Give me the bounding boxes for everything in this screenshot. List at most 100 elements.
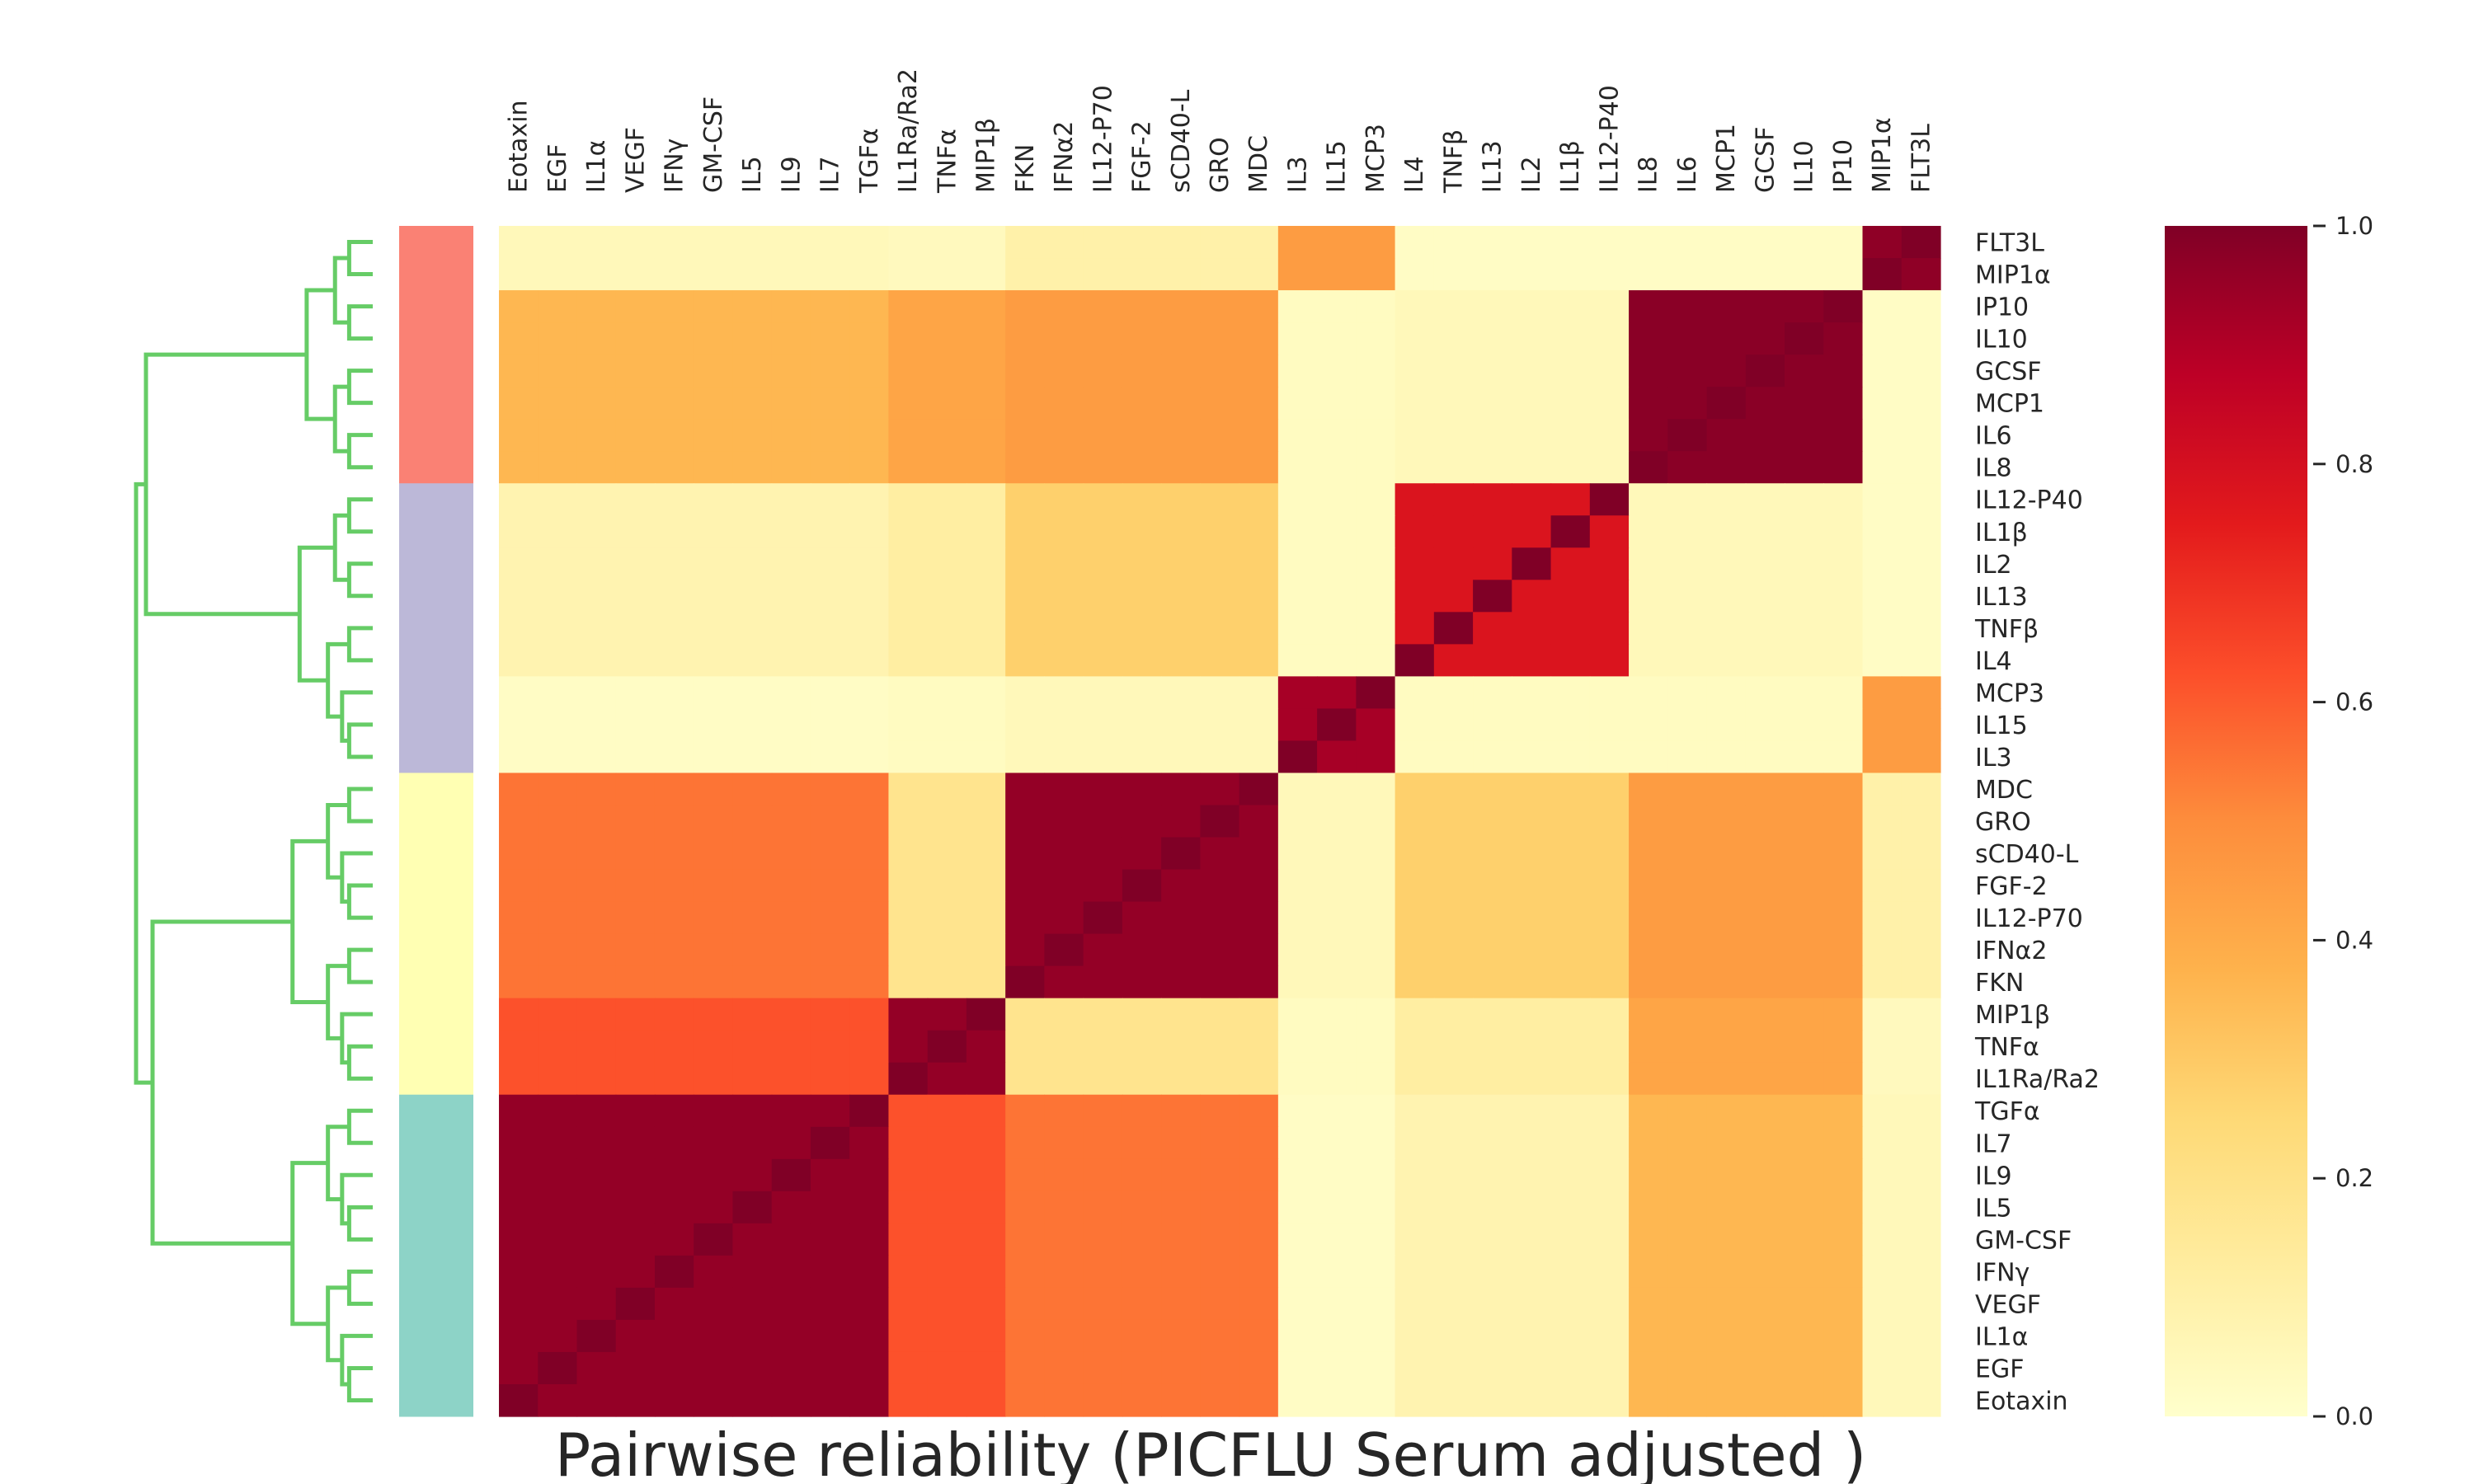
- column-label: IP10: [1829, 139, 1858, 193]
- heatmap-cell: [1473, 676, 1512, 710]
- heatmap-cell: [1395, 258, 1435, 291]
- heatmap-cell: [1823, 1062, 1864, 1096]
- heatmap-cell: [771, 1319, 811, 1353]
- heatmap-cell: [654, 322, 694, 355]
- heatmap-cell: [927, 1062, 967, 1096]
- heatmap-cell: [1901, 258, 1941, 291]
- heatmap-cell: [538, 933, 578, 967]
- heatmap-cell: [1823, 1287, 1864, 1321]
- heatmap-cell: [1550, 998, 1591, 1031]
- heatmap-cell: [1706, 451, 1747, 484]
- column-label: IL1β: [1556, 140, 1585, 193]
- column-label: IL2: [1517, 156, 1546, 193]
- heatmap-cell: [888, 1158, 929, 1192]
- heatmap-cell: [1550, 258, 1591, 291]
- heatmap-cell: [1706, 290, 1747, 323]
- heatmap-cell: [1589, 387, 1630, 420]
- heatmap-cell: [1317, 740, 1357, 774]
- cluster-segment: [399, 1094, 473, 1417]
- heatmap-cell: [1706, 1126, 1747, 1160]
- heatmap-cell: [1356, 1287, 1396, 1321]
- heatmap-cell: [1823, 322, 1864, 355]
- heatmap-cell: [694, 1190, 734, 1224]
- heatmap-cell: [810, 773, 850, 806]
- heatmap-cell: [1005, 1351, 1045, 1385]
- heatmap-cell: [1044, 965, 1084, 999]
- heatmap-cell: [1785, 1062, 1824, 1096]
- heatmap-cell: [1473, 805, 1512, 838]
- heatmap-cell: [499, 1351, 539, 1385]
- heatmap-cell: [1239, 1351, 1279, 1385]
- heatmap-cell: [1239, 387, 1279, 420]
- heatmap-cell: [1005, 580, 1045, 613]
- dendrogram-link: [326, 1125, 350, 1202]
- heatmap-cell: [966, 1094, 1006, 1128]
- heatmap-cell: [1277, 644, 1318, 677]
- heatmap-cell: [615, 547, 656, 580]
- heatmap-cell: [1589, 580, 1630, 613]
- heatmap-cell: [966, 290, 1006, 323]
- heatmap-cell: [1161, 226, 1201, 259]
- heatmap-cell: [1745, 869, 1785, 903]
- heatmap-cell: [1433, 805, 1474, 838]
- heatmap-cell: [966, 676, 1006, 710]
- heatmap-cell: [1901, 451, 1941, 484]
- dendrogram-link: [346, 304, 373, 341]
- heatmap-cell: [1239, 547, 1279, 580]
- heatmap-cell: [1629, 837, 1668, 871]
- heatmap-cell: [1512, 387, 1552, 420]
- heatmap-cell: [1629, 998, 1668, 1031]
- heatmap-cell: [1356, 451, 1396, 484]
- heatmap-cell: [1200, 869, 1240, 903]
- heatmap-cell: [694, 708, 734, 742]
- heatmap-cell: [1317, 1062, 1357, 1096]
- heatmap-cell: [810, 1223, 850, 1256]
- heatmap-cell: [1512, 419, 1552, 452]
- heatmap-cell: [1122, 869, 1162, 903]
- heatmap-cell: [1473, 387, 1512, 420]
- heatmap-cell: [576, 740, 617, 774]
- heatmap-cell: [1044, 933, 1084, 967]
- heatmap-cell: [927, 1126, 967, 1160]
- heatmap-cell: [810, 708, 850, 742]
- heatmap-cell: [1200, 901, 1240, 935]
- heatmap-cell: [1044, 355, 1084, 387]
- heatmap-cell: [1901, 1255, 1941, 1289]
- heatmap-cell: [615, 1223, 656, 1256]
- heatmap-cell: [694, 355, 734, 387]
- heatmap-cell: [1706, 901, 1747, 935]
- heatmap-cell: [927, 901, 967, 935]
- heatmap-cell: [1550, 322, 1591, 355]
- heatmap-cell: [1395, 355, 1435, 387]
- heatmap-cell: [810, 740, 850, 774]
- heatmap-cell: [499, 290, 539, 323]
- heatmap-cell: [1667, 1255, 1708, 1289]
- heatmap-cell: [810, 644, 850, 677]
- heatmap-cell: [576, 869, 617, 903]
- heatmap-cell: [1706, 1158, 1747, 1192]
- heatmap-cell: [1473, 483, 1512, 516]
- heatmap-cell: [654, 1287, 694, 1321]
- heatmap-cell: [576, 355, 617, 387]
- heatmap-cell: [1901, 644, 1941, 677]
- heatmap-cell: [1122, 1062, 1162, 1096]
- heatmap-cell: [1200, 837, 1240, 871]
- heatmap-cell: [538, 1319, 578, 1353]
- heatmap-cell: [1317, 1126, 1357, 1160]
- heatmap-cell: [615, 355, 656, 387]
- heatmap-cell: [1083, 1030, 1123, 1064]
- heatmap-cell: [615, 258, 656, 291]
- heatmap-cell: [1667, 740, 1708, 774]
- heatmap-cell: [576, 1223, 617, 1256]
- heatmap-cell: [654, 226, 694, 259]
- heatmap-cell: [1589, 676, 1630, 710]
- heatmap-cell: [615, 740, 656, 774]
- heatmap-cell: [1044, 644, 1084, 677]
- heatmap-cell: [694, 805, 734, 838]
- heatmap-cell: [1044, 580, 1084, 613]
- heatmap-cell: [1277, 965, 1318, 999]
- column-label: FKN: [1011, 144, 1040, 193]
- heatmap-cell: [1317, 773, 1357, 806]
- heatmap-cell: [1667, 1030, 1708, 1064]
- row-label: EGF: [1975, 1355, 2024, 1383]
